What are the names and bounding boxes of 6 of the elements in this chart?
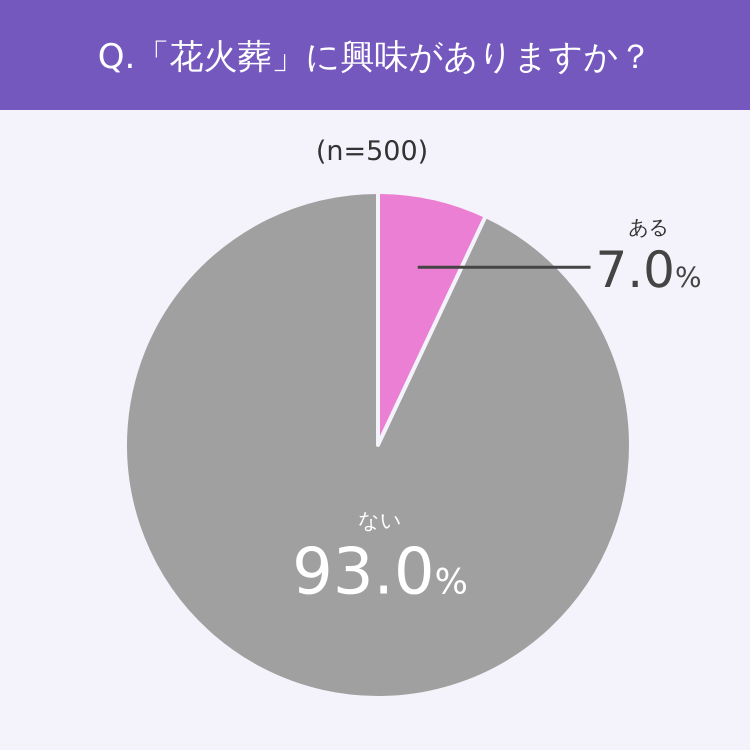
slice-label: ない bbox=[358, 508, 402, 532]
slice-label: ある bbox=[628, 215, 669, 240]
chart-title: Q.「花火葬」に興味がありますか？ bbox=[98, 37, 652, 77]
data-label: 93.0% bbox=[292, 535, 468, 610]
data-label: 7.0% bbox=[595, 241, 702, 300]
chart-subtitle: (n=500) bbox=[316, 136, 428, 167]
